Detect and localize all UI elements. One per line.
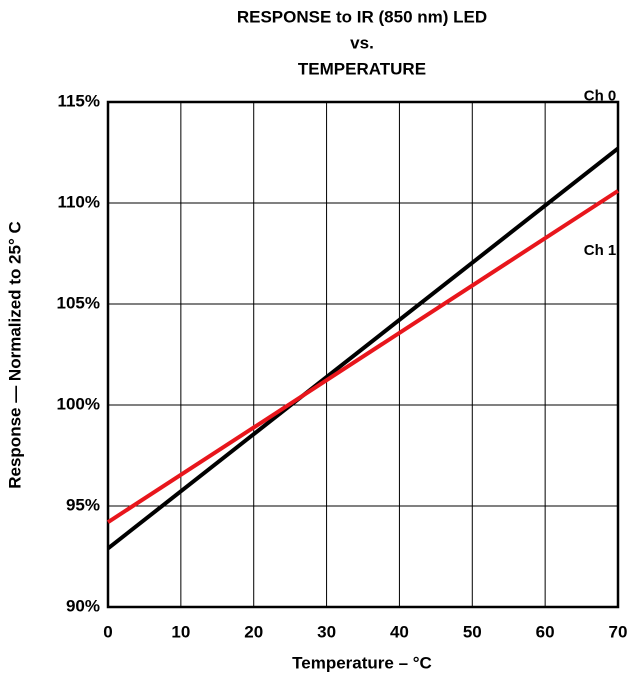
series-label: Ch 1 [584,242,617,259]
y-tick-label: 90% [66,596,100,615]
x-tick-label: 50 [463,622,482,641]
y-axis-label: Response — Normalized to 25° C [5,221,24,489]
x-tick-label: 70 [609,622,628,641]
series-line [106,189,620,524]
x-tick-label: 60 [536,622,555,641]
x-tick-label: 10 [171,622,190,641]
x-tick-label: 0 [103,622,112,641]
series-label: Ch 0 [584,87,617,104]
y-tick-label: 115% [57,91,100,110]
x-tick-label: 20 [244,622,263,641]
y-tick-label: 95% [66,495,100,514]
x-axis-label: Temperature – °C [292,653,432,672]
x-tick-label: 30 [317,622,336,641]
plot-frame [106,100,620,609]
chart-title: RESPONSE to IR (850 nm) LED [237,7,487,26]
series-line [106,146,620,550]
x-tick-label: 40 [390,622,409,641]
y-tick-label: 110% [57,192,100,211]
y-tick-label: 100% [57,394,100,413]
y-tick-label: 105% [57,293,100,312]
chart-title: TEMPERATURE [298,59,426,78]
chart-title: vs. [350,33,374,52]
